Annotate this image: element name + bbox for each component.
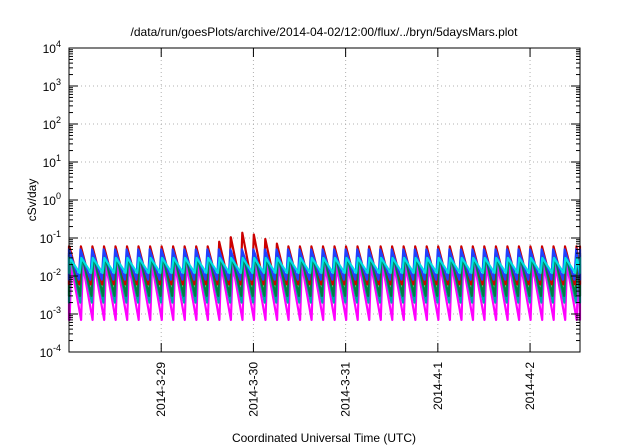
y-tick-label-base: 10 [43, 42, 57, 56]
y-tick-label-exponent: 0 [56, 191, 61, 201]
y-tick-label-exponent: 4 [56, 39, 61, 49]
y-tick-label-base: 10 [43, 118, 57, 132]
grid-layer [69, 48, 580, 352]
x-tick-label: 2014-3-31 [339, 362, 353, 417]
y-tick-label-base: 10 [40, 232, 54, 246]
x-tick-label: 2014-4-1 [431, 362, 445, 410]
y-tick-label-base: 10 [43, 80, 57, 94]
y-tick-label: 102 [43, 115, 61, 132]
y-tick-label: 103 [43, 77, 61, 94]
y-axis-label: cSv/day [25, 179, 39, 222]
y-tick-label-exponent: -1 [53, 229, 61, 239]
y-tick-label: 10-2 [40, 267, 61, 284]
x-tick-label: 2014-4-2 [523, 362, 537, 410]
y-tick-label-exponent: 2 [56, 115, 61, 125]
x-axis-label: Coordinated Universal Time (UTC) [232, 431, 416, 445]
y-tick-label-base: 10 [40, 308, 54, 322]
y-tick-label: 104 [43, 39, 61, 56]
x-axis-ticks: 2014-3-29 2014-3-30 2014-3-31 2014-4-1 2014-… [154, 48, 537, 417]
series-line-1 [67, 263, 582, 321]
x-tick-label: 2014-3-29 [154, 362, 168, 417]
series-line-6 [67, 256, 582, 275]
x-tick-label: 2014-3-30 [246, 362, 260, 417]
series-layer [67, 231, 582, 321]
chart-title: /data/run/goesPlots/archive/2014-04-02/1… [131, 25, 519, 39]
y-tick-label-base: 10 [40, 346, 54, 360]
y-tick-label: 10-1 [40, 229, 61, 246]
y-tick-label-base: 10 [40, 270, 54, 284]
y-tick-label-base: 10 [43, 194, 57, 208]
y-tick-label: 100 [43, 191, 61, 208]
y-tick-label: 101 [43, 153, 61, 170]
y-tick-label-exponent: -2 [53, 267, 61, 277]
y-tick-label: 10-4 [40, 343, 61, 360]
y-tick-label: 10-3 [40, 305, 61, 322]
y-tick-label-base: 10 [43, 156, 57, 170]
y-tick-label-exponent: 3 [56, 77, 61, 87]
y-tick-label-exponent: 1 [56, 153, 61, 163]
y-tick-label-exponent: -3 [53, 305, 61, 315]
y-tick-label-exponent: -4 [53, 343, 61, 353]
